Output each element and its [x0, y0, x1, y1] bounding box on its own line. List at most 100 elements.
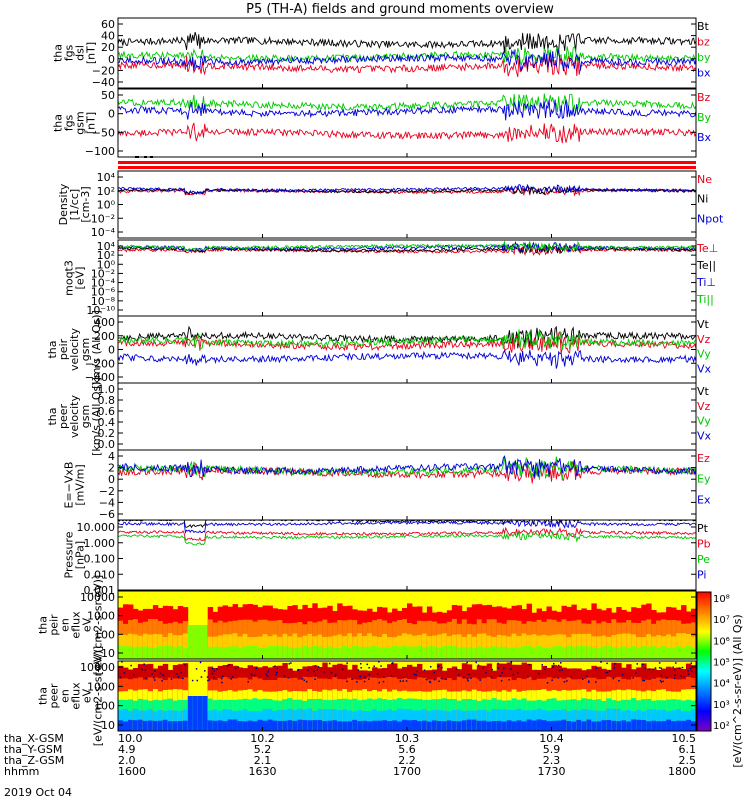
spectrogram-cell: [292, 648, 298, 659]
y-axis-label-line: Density: [57, 183, 70, 225]
series-Bx: [117, 99, 697, 121]
spectrogram-noise: [288, 663, 290, 665]
spectrogram-cell: [686, 719, 692, 731]
spectrogram-noise: [368, 667, 370, 669]
spectrogram-noise: [621, 674, 624, 676]
spectrogram-cell: [277, 646, 283, 659]
spectrogram-noise: [438, 680, 440, 682]
spectrogram-cell: [486, 647, 493, 659]
spectrogram-noise: [392, 662, 394, 664]
spectrogram-noise: [553, 663, 555, 665]
spectrogram-noise: [199, 661, 202, 664]
y-tick-label: 0.0: [98, 438, 116, 451]
spectrogram-cell: [292, 710, 298, 731]
spectrogram-cell: [282, 709, 288, 731]
spectrogram-noise: [606, 662, 608, 665]
spectrogram-noise: [642, 679, 644, 682]
spectrogram-noise: [595, 681, 597, 683]
status-tick-c: [150, 156, 153, 158]
spectrogram-cell: [167, 721, 174, 731]
y-axis-label-line: E=−VxB: [63, 462, 76, 509]
spectrogram-cell: [516, 647, 522, 659]
y-tick-label: 10⁰: [97, 258, 116, 271]
spectrogram-noise: [204, 670, 206, 672]
spectrogram-cell: [551, 710, 557, 731]
spectrogram-noise: [159, 672, 162, 675]
legend-Vt: Vt: [697, 318, 710, 331]
spectrogram-noise: [360, 667, 362, 669]
spectrogram-cell: [481, 647, 488, 659]
spectrogram-noise: [141, 668, 143, 671]
y-axis-label: thapeerenefluxeV[eV/(cm2-s-sr-eV)]: [37, 646, 105, 746]
spectrogram-cell: [132, 720, 139, 731]
spectrogram-noise: [378, 661, 380, 663]
spectrogram-noise: [153, 677, 155, 679]
spectrogram-cell: [217, 647, 224, 659]
spectrogram-cell: [372, 645, 378, 659]
spectrogram-cell: [636, 719, 642, 731]
spectrogram-cell: [387, 709, 393, 731]
colorbar-tick: 10⁶: [713, 636, 730, 647]
legend-Bt: Bt: [697, 20, 710, 33]
spectrogram-noise: [283, 675, 286, 677]
spectrogram-cell: [451, 710, 458, 731]
spectrogram-noise: [433, 678, 436, 681]
spectrogram-noise: [479, 679, 481, 681]
spectrogram-cell: [377, 720, 383, 731]
spectrogram-noise: [359, 675, 361, 678]
spectrogram-cell: [142, 720, 149, 731]
spectrogram-cell: [157, 720, 164, 731]
spectrogram-cell: [222, 634, 228, 659]
spectrogram-noise: [606, 671, 609, 674]
spectrogram-cell: [357, 646, 363, 659]
x-row-label: tha_Z-GSM: [4, 754, 64, 767]
x-tick-label: 4.9: [118, 743, 136, 756]
spectrogram-noise: [682, 676, 685, 678]
spectrogram-noise: [314, 674, 317, 677]
legend-Pb: Pb: [697, 538, 711, 551]
y-tick-label: 10⁻¹⁰: [86, 304, 115, 317]
y-axis-label-line: fgs: [63, 44, 76, 61]
spectrogram-cell: [232, 645, 238, 659]
spectrogram-noise: [501, 672, 503, 674]
y-axis-label-line: tha: [52, 44, 65, 62]
panel-fgs_gsm: 50 0 −50 −100 thafgsgsm[nT] Bz By Bx: [52, 88, 712, 158]
spectrogram-noise: [582, 678, 584, 680]
spectrogram-noise: [314, 665, 317, 667]
spectrogram-noise: [415, 674, 417, 676]
x-tick-label: 10.5: [672, 732, 697, 745]
spectrogram-cell: [616, 647, 622, 659]
y-tick-label: −50: [92, 126, 115, 139]
spectrogram-noise: [360, 663, 362, 665]
spectrogram-noise: [557, 664, 560, 667]
panel-peer_spec: 10000100010010thapeerenefluxeV[eV/(cm2-s…: [37, 646, 697, 746]
spectrogram-cell: [367, 721, 373, 731]
spectrogram-noise: [482, 666, 485, 669]
spectrogram-cell: [536, 719, 542, 731]
spectrogram-cell: [591, 710, 597, 731]
spectrogram-cell: [382, 647, 388, 659]
spectrogram-cell: [157, 710, 164, 731]
spectrogram-cell: [426, 721, 433, 731]
spectrogram-noise: [130, 664, 132, 667]
spectrogram-noise: [595, 667, 597, 669]
spectrogram-noise: [221, 681, 223, 684]
spectrogram-cell: [277, 709, 283, 731]
spectrogram-cell: [566, 645, 572, 659]
spectrogram-noise: [425, 678, 428, 681]
spectrogram-noise: [222, 675, 224, 678]
y-tick-label: 0: [108, 108, 115, 121]
y-axis-label-line: [eV/(cm2-s-sr-eV)]: [92, 575, 105, 675]
spectrogram-noise: [658, 662, 661, 664]
spectrogram-noise: [660, 674, 663, 677]
spectrogram-cell: [581, 645, 587, 659]
spectrogram-cell: [631, 645, 637, 659]
y-axis-label: thapeirvelocitygsm[km/s (All Qs)]: [46, 310, 103, 389]
status-bar-upper: [118, 161, 696, 164]
spectrogram-cell: [616, 634, 622, 659]
x-tick-label: 10.4: [539, 732, 564, 745]
spectrogram-noise: [334, 675, 337, 677]
spectrogram-cell: [227, 646, 233, 659]
spectrogram-noise: [314, 678, 316, 680]
